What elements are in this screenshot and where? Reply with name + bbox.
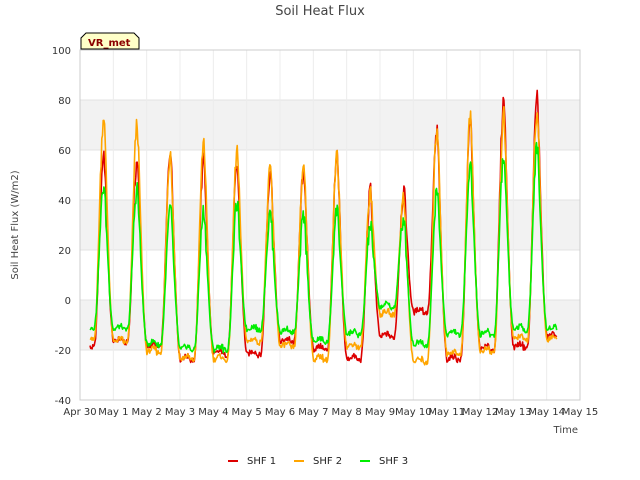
- x-tick-label: May 4: [198, 407, 228, 418]
- x-tick-label: May 14: [528, 407, 565, 418]
- y-tick-labels: -40 -20 0 20 40 60 80 100: [52, 46, 71, 407]
- x-tick-label: May 7: [298, 407, 328, 418]
- x-tick-labels: Apr 30 May 1 May 2 May 3 May 4 May 5 May 6 May …: [63, 407, 598, 418]
- legend-label: SHF 2: [313, 456, 342, 467]
- x-tick-label: May 10: [395, 407, 432, 418]
- plot-frame: [79, 49, 581, 401]
- x-tick-label: May 9: [365, 407, 395, 418]
- y-axis-label: Soil Heat Flux (W/m2): [10, 170, 21, 279]
- series-lines: [89, 89, 558, 366]
- y-tick-label: 40: [58, 196, 71, 207]
- x-tick-label: May 1: [98, 407, 128, 418]
- series-line-shf-3: [89, 141, 558, 354]
- legend: SHF 1 SHF 2 SHF 3: [228, 456, 408, 467]
- legend-label: SHF 1: [247, 456, 276, 467]
- x-tick-label: May 15: [562, 407, 599, 418]
- y-tick-label: 60: [58, 146, 71, 157]
- legend-label: SHF 3: [379, 456, 408, 467]
- grid-band: [80, 200, 580, 250]
- x-axis-label: Time: [553, 425, 578, 436]
- y-tick-label: -20: [55, 346, 71, 357]
- x-tick-label: May 13: [495, 407, 532, 418]
- x-tick-label: May 8: [332, 407, 362, 418]
- chart-title: Soil Heat Flux: [275, 4, 365, 19]
- y-tick-label: 0: [65, 296, 71, 307]
- grid-band: [80, 100, 580, 150]
- y-tick-label: 80: [58, 96, 71, 107]
- x-tick-label: May 2: [132, 407, 162, 418]
- x-tick-label: May 12: [462, 407, 499, 418]
- series-line-shf-2: [89, 106, 558, 366]
- x-tick-label: May 6: [265, 407, 295, 418]
- x-tick-label: May 5: [232, 407, 262, 418]
- vr-met-badge: VR_met: [80, 32, 140, 50]
- y-tick-label: 20: [58, 246, 71, 257]
- y-tick-label: -40: [55, 396, 71, 407]
- y-tick-label: 100: [52, 46, 71, 57]
- x-tick-label: May 3: [165, 407, 195, 418]
- x-tick-label: Apr 30: [63, 407, 96, 418]
- badge-shape: [80, 32, 140, 50]
- badge-label: VR_met: [88, 38, 131, 49]
- x-tick-label: May 11: [428, 407, 465, 418]
